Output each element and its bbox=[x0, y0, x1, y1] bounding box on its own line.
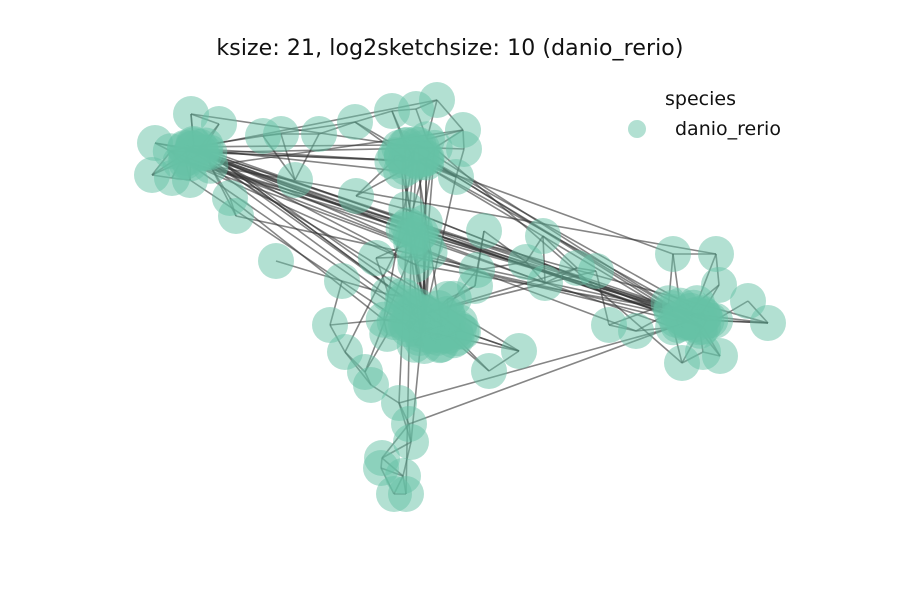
graph-node bbox=[438, 159, 474, 195]
graph-node bbox=[446, 131, 482, 167]
legend-label: danio_rerio bbox=[675, 118, 781, 140]
graph-node bbox=[750, 305, 786, 341]
graph-node bbox=[263, 116, 299, 152]
graph-node bbox=[312, 307, 348, 343]
graph-node bbox=[394, 140, 431, 177]
graph-node bbox=[393, 424, 429, 460]
graph-node bbox=[388, 476, 424, 512]
graph-node bbox=[459, 252, 495, 288]
graph-node bbox=[353, 367, 389, 403]
graph-edge bbox=[193, 147, 406, 162]
graph-node bbox=[258, 243, 294, 279]
graph-node bbox=[338, 178, 374, 214]
graph-node bbox=[430, 300, 467, 337]
legend-marker-icon bbox=[628, 120, 646, 138]
graph-node bbox=[393, 303, 430, 340]
graph-node bbox=[591, 307, 627, 343]
graph-node bbox=[681, 312, 718, 349]
graph-node bbox=[655, 236, 691, 272]
graph-node bbox=[392, 218, 429, 255]
graph-node bbox=[525, 218, 561, 254]
graph-node bbox=[277, 162, 313, 198]
graph-node bbox=[337, 104, 373, 140]
graph-node bbox=[527, 265, 563, 301]
graph-node bbox=[388, 191, 425, 228]
graph-node bbox=[173, 96, 209, 132]
graph-node bbox=[618, 313, 654, 349]
graph-node bbox=[218, 198, 254, 234]
graph-node bbox=[358, 240, 394, 276]
graph-edge bbox=[193, 144, 689, 323]
graph-node bbox=[324, 263, 360, 299]
graph-node bbox=[419, 82, 455, 118]
legend-title: species bbox=[665, 88, 736, 110]
graph-node bbox=[162, 144, 199, 181]
graph-node bbox=[698, 236, 734, 272]
legend-item: danio_rerio bbox=[620, 118, 820, 142]
graph-node bbox=[559, 250, 595, 286]
graph-node bbox=[471, 353, 507, 389]
figure-title: ksize: 21, log2sketchsize: 10 (danio_rer… bbox=[216, 36, 684, 61]
node-layer bbox=[134, 82, 786, 512]
graph-node bbox=[466, 213, 502, 249]
graph-node bbox=[301, 116, 337, 152]
graph-node bbox=[501, 333, 537, 369]
legend: species danio_rerio bbox=[620, 88, 820, 148]
